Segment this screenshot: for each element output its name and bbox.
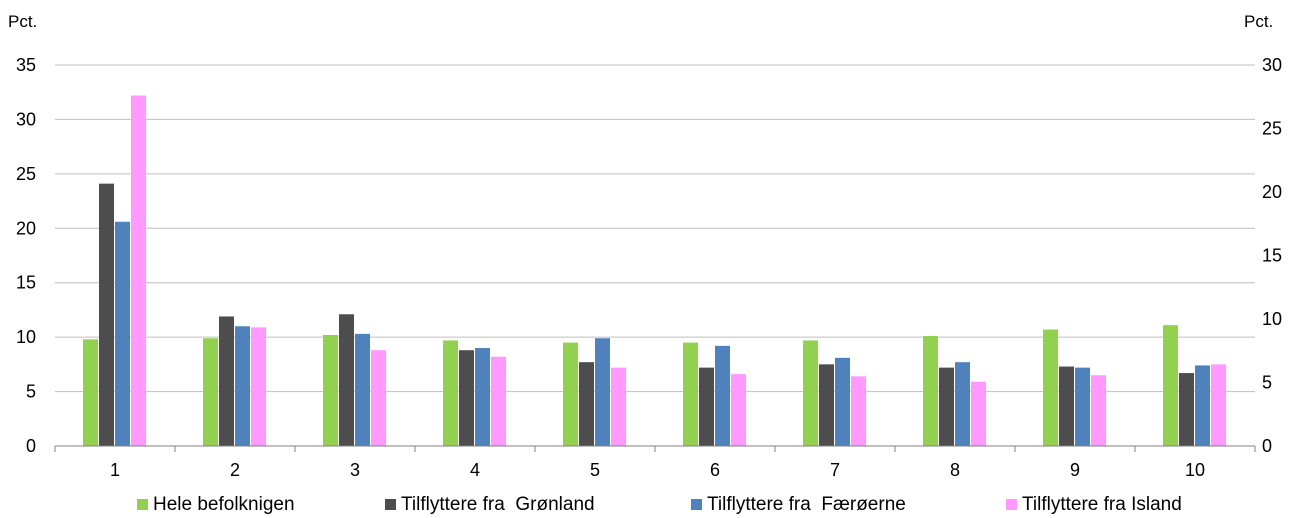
bar: [819, 364, 834, 446]
bar: [683, 342, 698, 446]
legend-label: Hele befolknigen: [153, 494, 295, 515]
bar: [475, 348, 490, 446]
bar: [835, 357, 850, 446]
bar: [371, 350, 386, 446]
bar: [355, 333, 370, 446]
bar: [1195, 365, 1210, 446]
bar: [563, 342, 578, 446]
y-tick-label-left: 10: [16, 327, 36, 347]
x-tick-label: 3: [350, 460, 360, 480]
axes: [54, 445, 1256, 452]
bar: [459, 350, 474, 446]
bar: [203, 338, 218, 446]
bar: [923, 336, 938, 446]
x-tick-label: 2: [230, 460, 240, 480]
y-tick-label-right: 20: [1262, 182, 1282, 202]
legend-swatch: [1006, 499, 1017, 510]
y-axis-unit-right: Pct.: [1244, 12, 1273, 31]
bar: [715, 345, 730, 446]
y-tick-label-left: 30: [16, 109, 36, 129]
bar: [1059, 366, 1074, 446]
bar: [323, 334, 338, 446]
y-tick-label-right: 15: [1262, 246, 1282, 266]
bar: [1091, 375, 1106, 446]
legend-swatch: [137, 499, 148, 510]
legend-label: Tilflyttere fra Grønland: [401, 494, 595, 515]
bar: [595, 338, 610, 446]
y-tick-label-left: 20: [16, 218, 36, 238]
legend: Hele befolknigen Tilflyttere fra Grønland…: [137, 494, 1182, 515]
bar: [1075, 367, 1090, 446]
bar: [99, 183, 114, 446]
bar: [939, 367, 954, 446]
y-ticks-left: 0 5 10 15 20 25 30 35: [16, 55, 36, 456]
x-ticks: 1 2 3 4 5 6 7 8 9 10: [110, 460, 1205, 480]
legend-swatch: [385, 499, 396, 510]
bar: [1163, 325, 1178, 446]
bar: [731, 374, 746, 446]
bar: [1179, 373, 1194, 446]
bar: [443, 340, 458, 446]
y-tick-label-left: 15: [16, 273, 36, 293]
y-tick-label-right: 0: [1262, 436, 1272, 456]
legend-label: Tilflyttere fra Færøerne: [707, 494, 906, 515]
bar: [611, 367, 626, 446]
y-tick-label-right: 10: [1262, 309, 1282, 329]
bar: [579, 362, 594, 446]
x-tick-label: 10: [1185, 460, 1205, 480]
x-tick-label: 5: [590, 460, 600, 480]
bar: [803, 340, 818, 446]
bar: [851, 376, 866, 446]
bar: [219, 316, 234, 446]
bar: [699, 367, 714, 446]
x-tick-label: 6: [710, 460, 720, 480]
y-tick-label-left: 25: [16, 164, 36, 184]
y-tick-label-left: 35: [16, 55, 36, 75]
x-tick-label: 4: [470, 460, 480, 480]
bar: [1043, 329, 1058, 446]
bar: [83, 339, 98, 446]
y-tick-label-left: 0: [26, 436, 36, 456]
y-tick-label-left: 5: [26, 382, 36, 402]
x-tick-label: 7: [830, 460, 840, 480]
bar: [339, 314, 354, 446]
bar: [955, 362, 970, 446]
bar: [235, 326, 250, 446]
y-axis-unit-left: Pct.: [8, 12, 37, 31]
legend-label: Tilflyttere fra Island: [1022, 494, 1182, 515]
x-tick-label: 1: [110, 460, 120, 480]
y-tick-label-right: 25: [1262, 119, 1282, 139]
bars: [83, 95, 1226, 446]
bar: [251, 327, 266, 446]
y-tick-label-right: 30: [1262, 55, 1282, 75]
bar: [115, 221, 130, 446]
bar: [131, 95, 146, 446]
x-tick-label: 8: [950, 460, 960, 480]
bar: [491, 356, 506, 446]
x-tick-label: 9: [1070, 460, 1080, 480]
bar: [1211, 364, 1226, 446]
y-tick-label-right: 5: [1262, 373, 1272, 393]
y-ticks-right: 0 5 10 15 20 25 30: [1262, 55, 1282, 456]
bar: [971, 381, 986, 446]
legend-swatch: [691, 499, 702, 510]
